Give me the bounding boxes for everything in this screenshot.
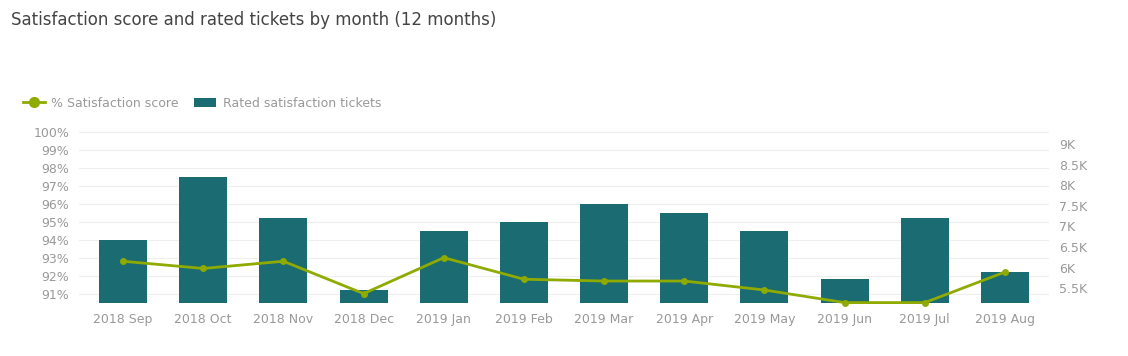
Legend: % Satisfaction score, Rated satisfaction tickets: % Satisfaction score, Rated satisfaction… [18,92,386,115]
Bar [660,213,708,303]
Bar [500,222,548,303]
Text: Satisfaction score and rated tickets by month (12 months): Satisfaction score and rated tickets by … [11,11,496,29]
Bar [179,177,227,303]
Bar [580,204,628,303]
Bar [340,290,388,303]
Bar [99,240,147,303]
Bar [820,279,869,303]
Bar [740,231,788,303]
Bar [259,218,308,303]
Bar [420,231,468,303]
Bar [901,218,949,303]
Bar [981,272,1029,303]
